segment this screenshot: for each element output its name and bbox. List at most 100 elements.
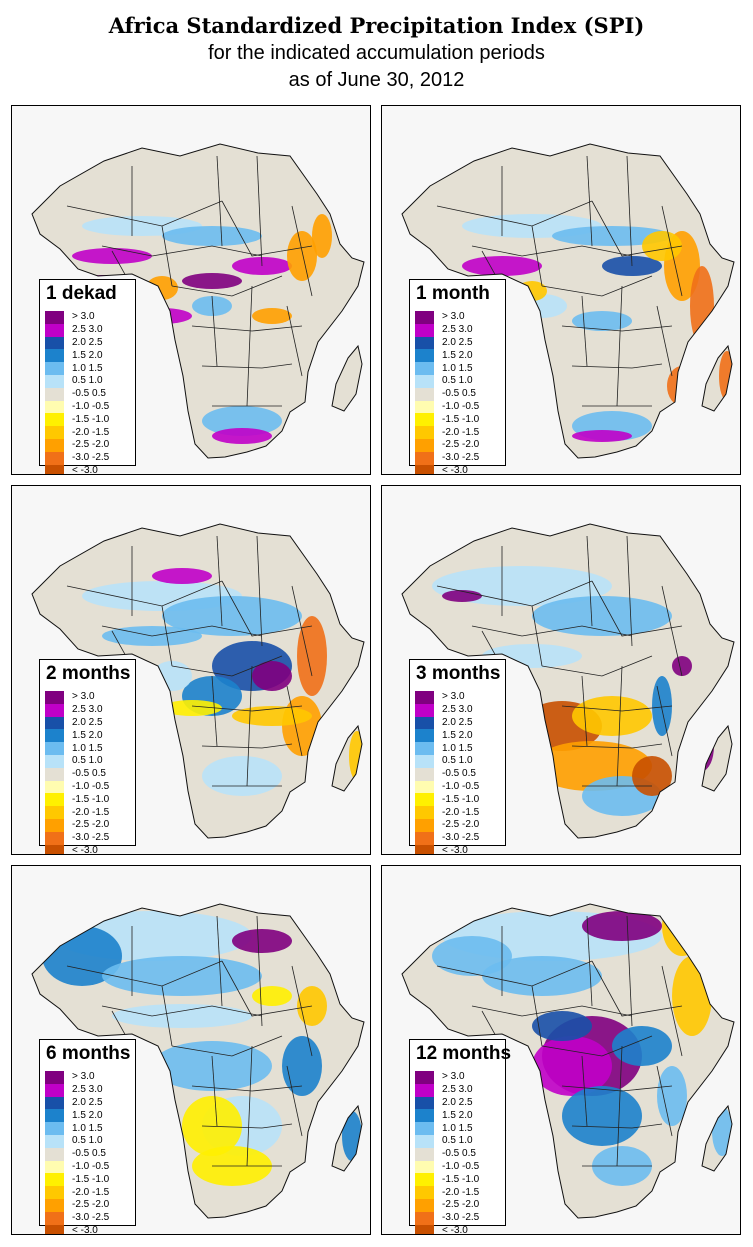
- legend-row: -0.5 0.5: [415, 1147, 479, 1161]
- country-border: [101, 1005, 263, 1017]
- country-border: [571, 743, 663, 749]
- legend-swatch: [45, 831, 64, 845]
- legend-swatch: [415, 1096, 434, 1110]
- legend-swatch: [45, 1122, 64, 1135]
- spi-region: [232, 929, 292, 953]
- legend-label: -1.5 -1.0: [72, 413, 110, 425]
- legend-swatch: [415, 1198, 434, 1212]
- country-border: [201, 363, 293, 369]
- legend-label: -3.0 -2.5: [442, 452, 480, 464]
- legend-row: -2.5 -2.0: [45, 1198, 109, 1212]
- legend: 6 months > 3.0 2.5 3.0 2.0 2.5 1.5 2.0 1.0 1.…: [39, 1039, 136, 1234]
- legend-swatch: [415, 729, 434, 743]
- country-border: [661, 205, 683, 297]
- legend-row: 1.0 1.5: [45, 1122, 109, 1135]
- legend-label: -2.0 -1.5: [72, 426, 110, 438]
- legend-label: -1.0 -0.5: [442, 780, 480, 792]
- country-border: [531, 605, 543, 667]
- africa-map: [401, 143, 735, 459]
- legend-row: 1.0 1.5: [45, 362, 109, 375]
- legend-row: -0.5 0.5: [415, 767, 479, 781]
- spi-region: [72, 248, 152, 264]
- legend-label: -2.5 -2.0: [72, 819, 110, 831]
- spi-region: [582, 911, 662, 941]
- legend-label: 1.5 2.0: [72, 1109, 103, 1121]
- country-border: [571, 363, 663, 369]
- spi-region: [252, 986, 292, 1006]
- country-border: [656, 685, 673, 757]
- legend-label: -0.5 0.5: [72, 768, 106, 780]
- spi-region: [612, 1026, 672, 1066]
- country-border: [256, 155, 263, 267]
- legend-swatch: [415, 1224, 434, 1234]
- legend-swatch: [45, 374, 64, 388]
- legend-label: -1.0 -0.5: [442, 400, 480, 412]
- legend-swatch: [45, 793, 64, 807]
- country-border: [216, 915, 223, 1007]
- legend-label: 1.0 1.5: [442, 742, 473, 754]
- spi-region: [146, 276, 178, 300]
- legend-row: -1.5 -1.0: [415, 793, 479, 807]
- legend-row: -3.0 -2.5: [415, 831, 479, 845]
- legend-swatch: [415, 426, 434, 439]
- legend-swatch: [45, 818, 64, 832]
- legend-label: 2.5 3.0: [442, 1084, 473, 1096]
- legend-swatch: [45, 362, 64, 375]
- legend-label: -2.0 -1.5: [442, 806, 480, 818]
- legend-row: 2.0 2.5: [45, 1096, 109, 1110]
- legend-swatch: [415, 362, 434, 375]
- country-border: [211, 675, 218, 747]
- legend-label: 0.5 1.0: [442, 1135, 473, 1147]
- legend-label: 2.0 2.5: [442, 1096, 473, 1108]
- country-border: [291, 965, 313, 1057]
- legend-label: -2.5 -2.0: [72, 439, 110, 451]
- legend-swatch: [45, 464, 64, 474]
- legend-label: -1.5 -1.0: [72, 793, 110, 805]
- country-border: [191, 705, 303, 712]
- spi-region: [102, 956, 262, 996]
- spi-region: [572, 311, 632, 331]
- country-border: [246, 665, 253, 787]
- legend-label: > 3.0: [72, 311, 95, 323]
- legend-row: -1.0 -0.5: [415, 780, 480, 794]
- legend-row: -2.5 -2.0: [415, 818, 479, 832]
- country-border: [531, 985, 543, 1047]
- legend-row: -2.5 -2.0: [415, 1198, 480, 1212]
- spi-region: [517, 281, 547, 301]
- legend-swatch: [415, 716, 434, 730]
- legend-swatch: [415, 844, 434, 854]
- spi-region: [572, 430, 632, 442]
- spi-region: [690, 721, 714, 771]
- legend-label: 2.5 3.0: [72, 704, 103, 716]
- legend-swatch: [415, 767, 434, 781]
- legend-swatch: [415, 1122, 434, 1135]
- legend-label: 0.5 1.0: [442, 755, 473, 767]
- legend-swatch: [45, 703, 64, 717]
- legend-row: -1.5 -1.0: [415, 413, 480, 427]
- spi-region: [252, 308, 292, 324]
- country-border: [656, 305, 673, 377]
- legend-label: -2.5 -2.0: [442, 1199, 480, 1211]
- legend-swatch: [415, 323, 434, 337]
- africa-map: [31, 523, 365, 839]
- legend-swatch: [415, 1173, 434, 1187]
- spi-region: [552, 226, 672, 246]
- spi-panel-3-months: 3 months > 3.0 2.5 3.0 2.0 2.5 1.5 2.0 1.0 1.…: [381, 485, 741, 855]
- country-border: [581, 675, 588, 747]
- legend-row: -1.0 -0.5: [45, 400, 109, 414]
- country-border: [216, 155, 223, 247]
- country-border: [111, 630, 128, 659]
- country-border: [561, 1085, 673, 1092]
- country-border: [561, 705, 673, 712]
- legend-label: -1.5 -1.0: [442, 413, 480, 425]
- country-border: [481, 630, 498, 659]
- legend-label: 1.0 1.5: [72, 362, 103, 374]
- legend-swatch: [415, 1160, 434, 1174]
- panel-period-label: 2 months: [46, 663, 131, 684]
- country-border: [246, 285, 253, 407]
- legend-swatch: [415, 438, 434, 452]
- legend-swatch: [45, 349, 64, 363]
- legend-label: 1.5 2.0: [72, 349, 103, 361]
- country-border: [481, 1010, 498, 1039]
- country-border: [616, 665, 623, 787]
